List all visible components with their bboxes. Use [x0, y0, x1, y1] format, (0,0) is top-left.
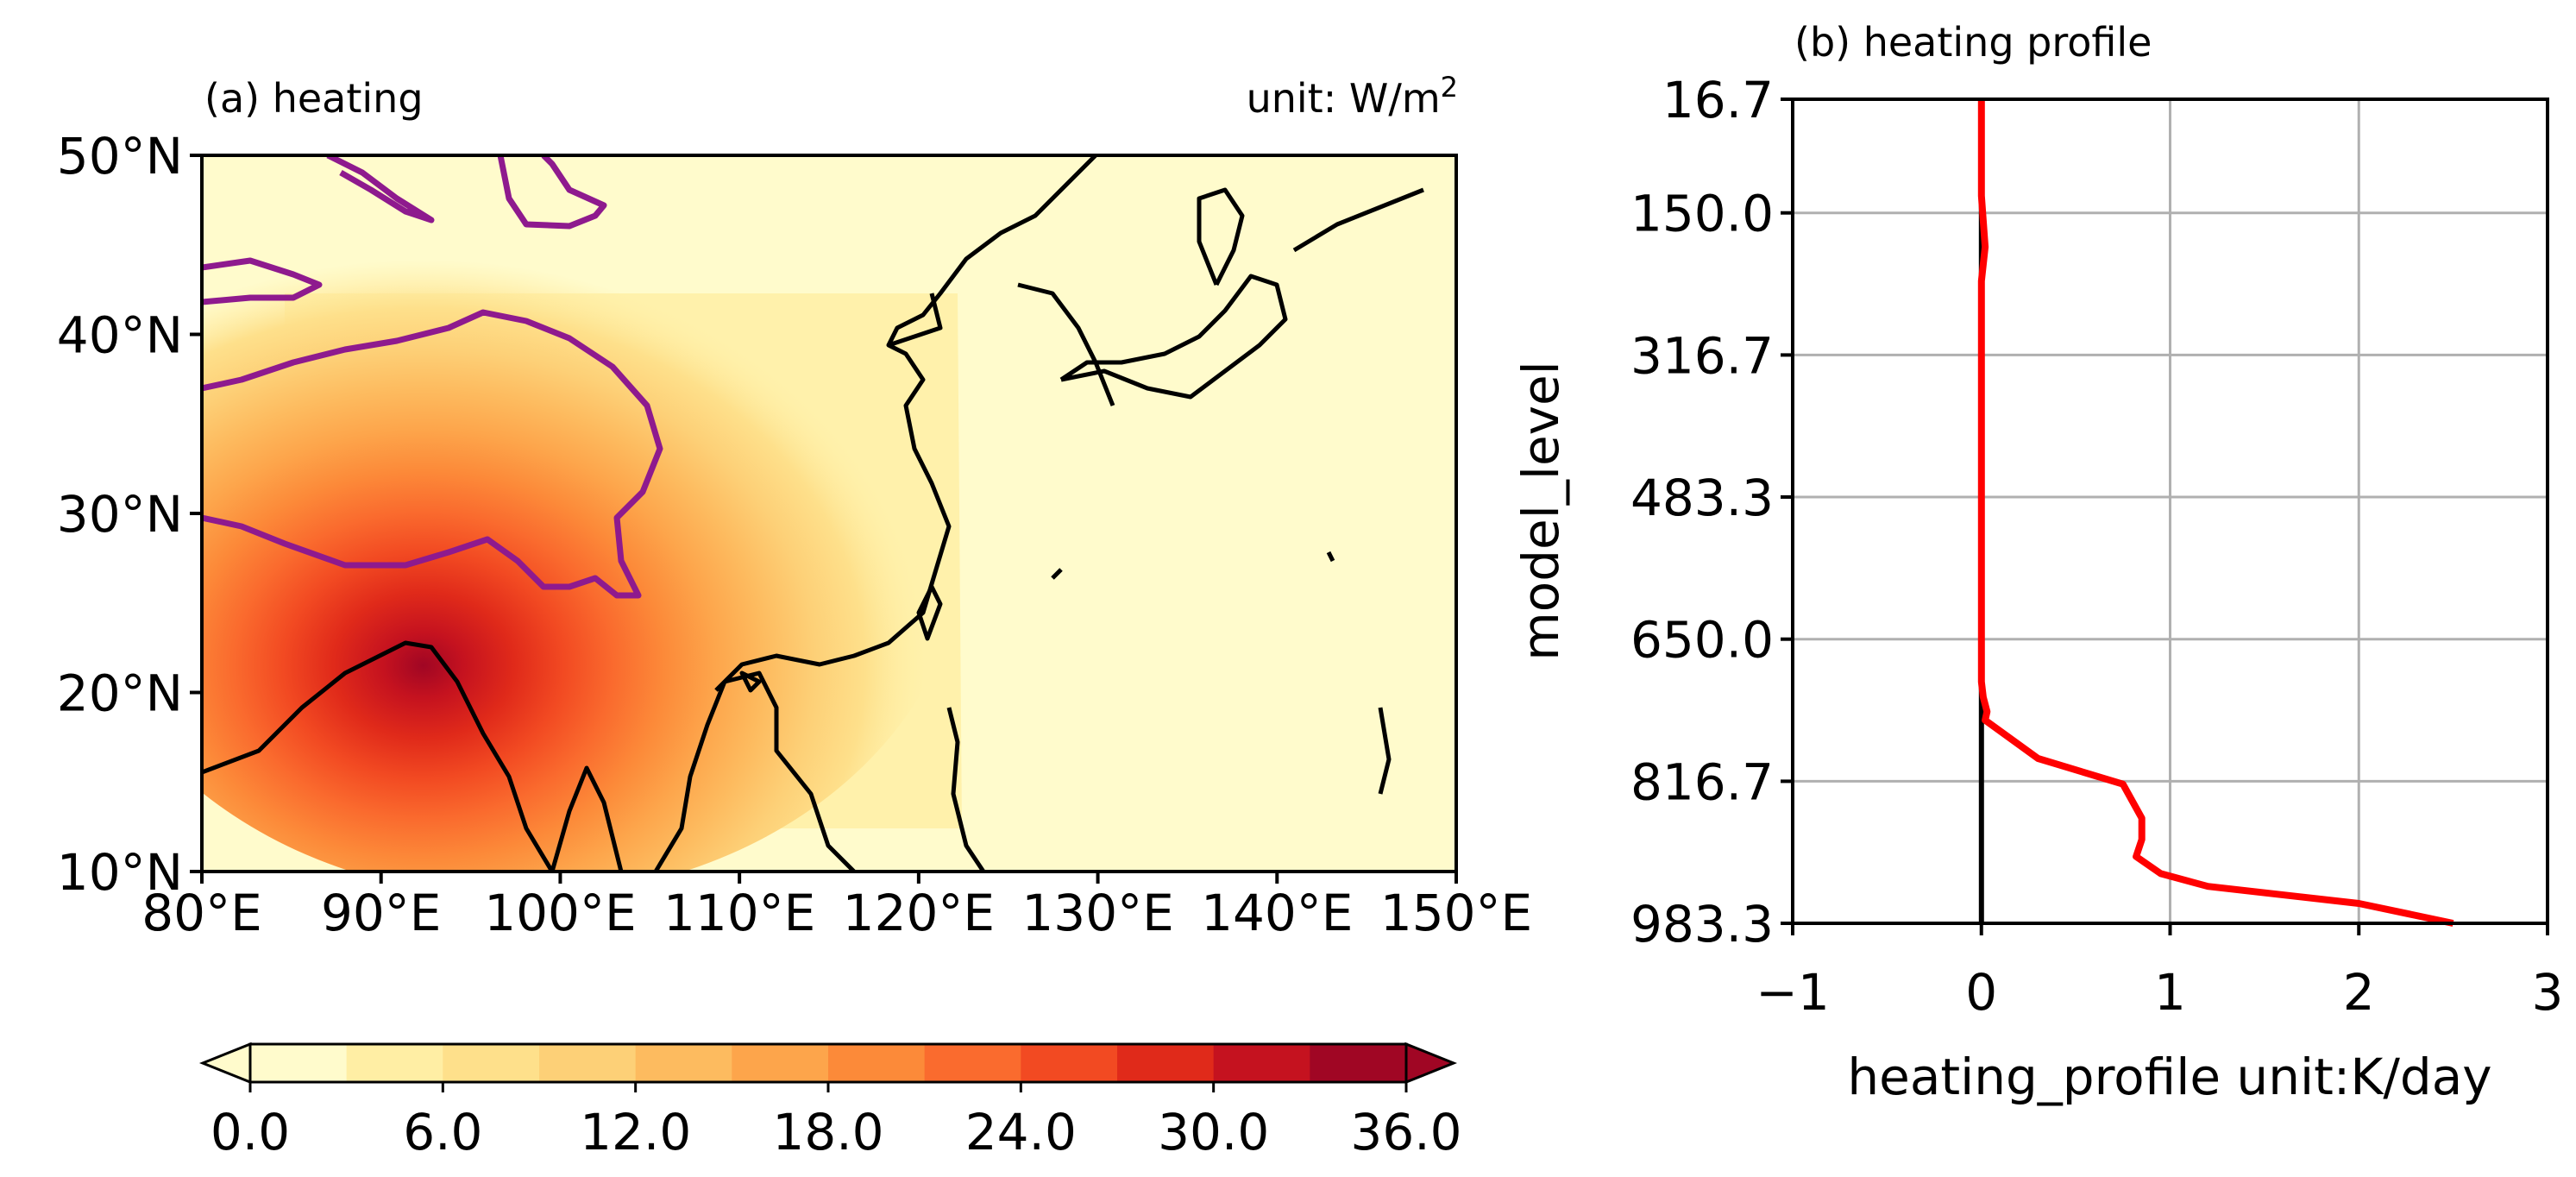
heating-map-panel: (a) heating unit: W/m2 80°E 90°E 1 — [57, 71, 1532, 942]
map-unit-label: unit: W/m2 — [1247, 71, 1458, 122]
map-y-axis: 10°N 20°N 30°N 40°N 50°N — [57, 127, 202, 902]
profile-y-axis: 16.7 150.0 316.7 483.3 650.0 816.7 983.3 — [1630, 71, 1793, 954]
map-title: (a) heating — [204, 75, 424, 122]
map-y-tick-label: 10°N — [57, 843, 183, 902]
profile-x-tick-label: 0 — [1965, 963, 1997, 1022]
map-y-tick-label: 30°N — [57, 485, 183, 544]
map-x-tick-label: 110°E — [663, 884, 815, 942]
profile-y-tick-label: 316.7 — [1630, 326, 1774, 385]
map-x-axis: 80°E 90°E 100°E 110°E 120°E 130°E 140°E 150°E — [141, 872, 1532, 942]
profile-x-tick-label: 2 — [2343, 963, 2375, 1022]
profile-y-tick-label: 483.3 — [1630, 469, 1774, 527]
profile-title: (b) heating profile — [1794, 19, 2152, 66]
heating-profile-panel: (b) heating profile −1 0 1 2 3 16.7 150.0 316.… — [1511, 19, 2563, 1106]
colorbar-segment — [1310, 1044, 1407, 1082]
coastlines — [202, 155, 1424, 872]
colorbar-segment — [924, 1044, 1021, 1082]
map-x-tick-label: 130°E — [1021, 884, 1173, 942]
profile-y-tick-label: 983.3 — [1630, 895, 1774, 954]
profile-y-tick-label: 16.7 — [1662, 71, 1774, 129]
colorbar-segment — [443, 1044, 540, 1082]
profile-y-tick-label: 650.0 — [1630, 611, 1774, 670]
profile-grid — [1791, 98, 2549, 925]
profile-x-tick-label: −1 — [1756, 963, 1830, 1022]
colorbar-segment — [1213, 1044, 1310, 1082]
map-y-tick-label: 40°N — [57, 306, 183, 365]
colorbar-extend-low — [198, 1042, 252, 1085]
colorbar-tick-label: 36.0 — [1350, 1103, 1461, 1161]
colorbar-tick-label: 24.0 — [965, 1103, 1077, 1161]
colorbar-segment — [828, 1044, 926, 1082]
colorbar-tick-label: 0.0 — [210, 1103, 290, 1161]
heating-profile-line — [1977, 99, 2454, 927]
profile-series — [1977, 99, 2454, 927]
map-x-tick-label: 140°E — [1201, 884, 1353, 942]
map-x-tick-label: 120°E — [843, 884, 995, 942]
map-x-tick-label: 150°E — [1380, 884, 1532, 942]
heating-field — [202, 173, 966, 872]
colorbar-tick-label: 6.0 — [403, 1103, 482, 1161]
colorbar-segment — [539, 1044, 637, 1082]
colorbar: 0.0 6.0 12.0 18.0 24.0 30.0 36.0 — [198, 1042, 1462, 1161]
colorbar-segment — [346, 1044, 443, 1082]
colorbar-segment — [250, 1044, 348, 1082]
colorbar-tick-label: 12.0 — [580, 1103, 691, 1161]
colorbar-tick-label: 30.0 — [1158, 1103, 1269, 1161]
map-x-tick-label: 100°E — [484, 884, 636, 942]
colorbar-segment — [1117, 1044, 1215, 1082]
map-y-tick-label: 50°N — [57, 127, 183, 186]
profile-x-label: heating_profile unit:K/day — [1847, 1048, 2491, 1106]
colorbar-segment — [1021, 1044, 1118, 1082]
map-y-tick-label: 20°N — [57, 664, 183, 723]
colorbar-tick-label: 18.0 — [772, 1103, 883, 1161]
profile-x-tick-label: 3 — [2532, 963, 2564, 1022]
profile-x-axis: −1 0 1 2 3 — [1756, 923, 2563, 1022]
colorbar-extend-high — [1404, 1042, 1458, 1085]
profile-y-label: model_level — [1511, 361, 1570, 661]
profile-y-tick-label: 816.7 — [1630, 752, 1774, 811]
colorbar-segment — [635, 1044, 732, 1082]
colorbar-segment — [732, 1044, 829, 1082]
map-x-tick-label: 80°E — [141, 884, 261, 942]
map-x-tick-label: 90°E — [321, 884, 441, 942]
profile-y-tick-label: 150.0 — [1630, 185, 1774, 243]
profile-x-tick-label: 1 — [2154, 963, 2186, 1022]
topography-contour — [202, 155, 663, 599]
